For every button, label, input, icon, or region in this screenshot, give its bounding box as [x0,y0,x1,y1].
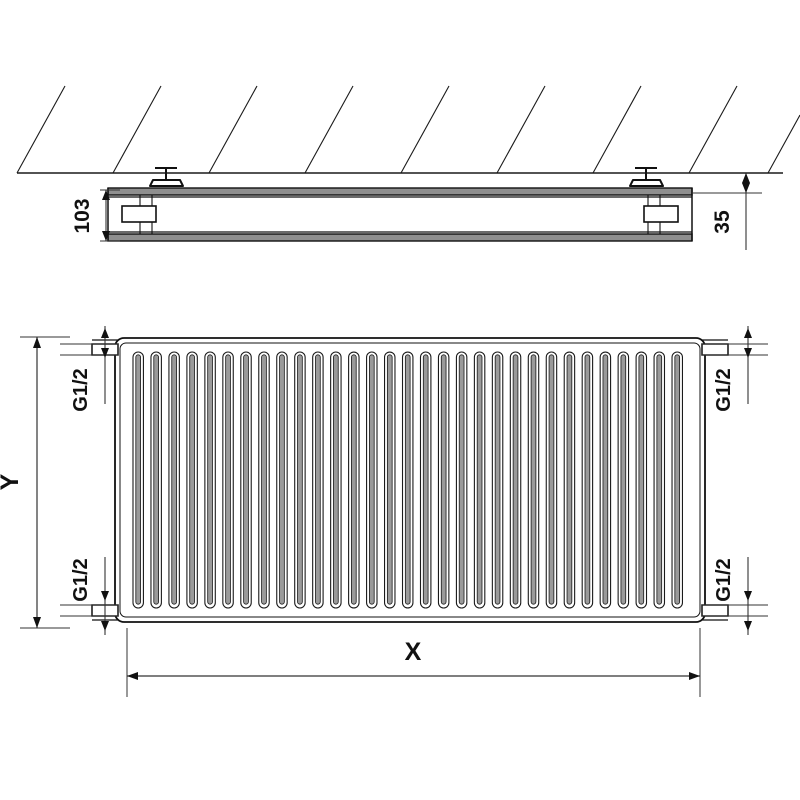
convector-fin-core [207,354,213,605]
convector-fin-core [602,354,609,605]
convector-fin-core [656,354,663,605]
hatch-line [304,85,354,174]
hatch-line [208,85,258,174]
convector-fin-core [171,354,177,605]
dim-arrow-up [742,173,750,183]
dimension-label-103: 103 [71,198,94,233]
convector-fin-core [297,354,303,605]
port-dimension-bottom-right: G1/2 [713,557,752,635]
dimension-width-X: X [126,628,701,697]
dimension-depth-103: 103 [71,189,120,242]
dim-arrow-up [101,591,109,601]
convector-fin-core [225,354,231,605]
convector-fin-core [279,354,285,605]
dim-arrow-down [744,348,752,358]
dimension-height-Y: Y [0,336,70,629]
dim-arrow-left [127,672,138,680]
convector-fin-core [548,354,555,605]
port-stub-rect [701,343,729,356]
convector-fin-core [584,354,591,605]
convector-fin-core [189,354,195,605]
port-label-top-left: G1/2 [70,368,92,411]
port-stub-rect [701,604,729,617]
dim-arrow-down [101,621,109,631]
convector-fin-group [132,351,684,609]
port-label-bottom-right: G1/2 [713,558,735,601]
convector-fin-core [333,354,339,605]
wall-hatch-group [16,85,800,174]
dim-arrow-down [33,617,41,628]
dim-arrow-up [102,190,110,200]
port-label-top-right: G1/2 [713,368,735,411]
section-top-plate [107,187,693,196]
convector-fin-core [512,354,519,605]
dimension-label-X: X [405,638,422,666]
convector-fin-core [135,354,142,605]
hatch-line [592,85,642,174]
dim-arrow-down [742,183,750,193]
convector-fin-core [243,354,249,605]
dim-arrow-down [744,621,752,631]
hatch-line [16,85,66,174]
convector-fin-core [351,354,357,605]
convector-fin-core [530,354,537,605]
dim-arrow-up [744,591,752,601]
hatch-line [496,85,546,174]
hatch-line [112,85,162,174]
wall-bracket-right [629,167,664,187]
port-extension-lines [60,343,768,617]
section-bottom-plate [107,233,693,242]
port-dimension-bottom-left: G1/2 [70,557,109,635]
port-dimension-top-right: G1/2 [713,326,752,412]
convector-fin-core [315,354,321,605]
convector-fin-core [494,354,501,605]
convector-fin-core [638,354,645,605]
hatch-line [767,114,800,174]
convector-fin-core [261,354,267,605]
dim-arrow-down [102,231,110,241]
convector-fin-core [620,354,627,605]
convector-fin-core [674,354,681,605]
convector-fin-core [458,354,465,605]
convector-fin-core [368,354,375,605]
convector-fin-core [404,354,411,605]
side-section-view: 103 35 [16,85,800,250]
port-label-bottom-left: G1/2 [70,558,92,601]
convector-fin-core [440,354,447,605]
convector-fin-core [566,354,573,605]
convector-fin-core [422,354,429,605]
dim-arrow-up [33,337,41,348]
dim-arrow-down [101,348,109,358]
convector-fin-core [476,354,483,605]
hatch-line [400,85,450,174]
dim-arrow-up [744,328,752,338]
dimension-wallgap-35: 35 [692,173,762,250]
section-port-right [643,205,679,223]
section-port-left [121,205,157,223]
convector-fin-core [153,354,159,605]
dimension-label-Y: Y [0,473,24,490]
convector-fin-core [386,354,393,605]
dim-arrow-up [101,328,109,338]
dim-arrow-right [689,672,700,680]
front-elevation-view: G1/2 G1/2 G1/2 G1/2 [0,326,768,697]
port-dimension-top-left: G1/2 [70,326,109,412]
dimension-label-35: 35 [711,210,734,234]
hatch-line [688,85,738,174]
wall-bracket-left [149,167,184,187]
